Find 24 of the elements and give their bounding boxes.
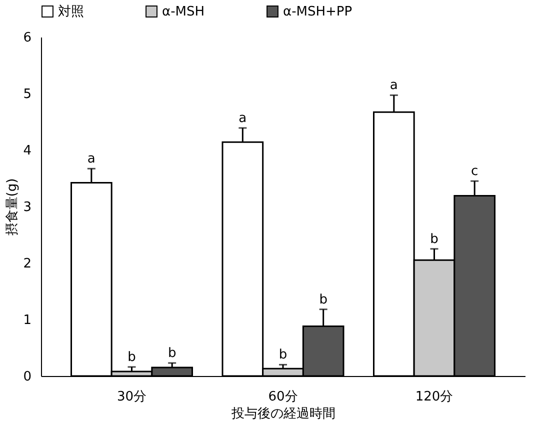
y-tick-label: 6 xyxy=(23,30,32,46)
data-label: b xyxy=(168,346,176,362)
y-tick-label: 4 xyxy=(23,144,32,158)
data-label: c xyxy=(471,164,478,180)
data-label: b xyxy=(319,292,328,308)
y-tick-label: 3 xyxy=(23,200,32,215)
x-tick-label: 30分 xyxy=(116,390,147,404)
y-tick-label: 2 xyxy=(23,256,32,272)
data-label: a xyxy=(87,152,96,167)
y-tick-label: 1 xyxy=(23,313,32,328)
legend-label: 対照 xyxy=(58,4,84,20)
data-label: b xyxy=(430,232,438,247)
data-label: a xyxy=(238,110,247,126)
data-label: b xyxy=(128,350,136,365)
x-axis-title: 投与後の経過時間 xyxy=(230,406,336,422)
legend-label: α-MSH xyxy=(162,4,205,20)
data-label: b xyxy=(278,348,288,363)
legend-label: α-MSH+PP xyxy=(283,4,352,20)
x-tick-label: 60分 xyxy=(268,390,298,404)
x-tick-label: 120分 xyxy=(415,390,454,404)
y-tick-label: 0 xyxy=(23,370,32,384)
y-tick-label: 5 xyxy=(23,87,32,102)
data-label: a xyxy=(390,78,398,94)
y-axis-title: 摂食量(g) xyxy=(5,178,20,236)
